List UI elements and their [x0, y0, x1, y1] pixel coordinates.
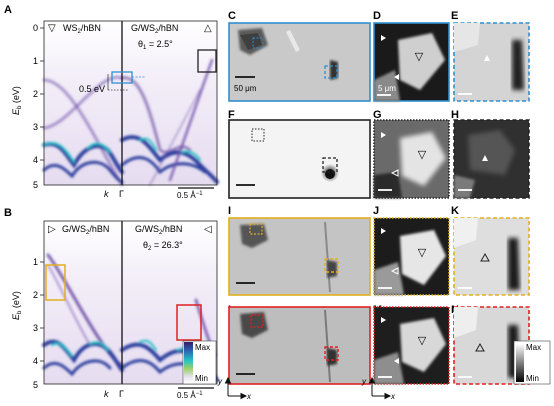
svg-text:4: 4	[33, 155, 38, 165]
svg-text:0: 0	[33, 23, 38, 33]
svg-text:3: 3	[33, 323, 38, 333]
title-left-a: WS2/hBN	[63, 23, 101, 35]
svg-text:y: y	[361, 377, 367, 386]
panel-letter-k: K	[451, 205, 459, 217]
symbol-left-b: ◁	[204, 224, 212, 235]
panel-d: D ▽ 5 μm	[373, 10, 450, 102]
svg-text:y: y	[217, 377, 223, 386]
panel-g: G ▽	[373, 109, 450, 199]
xy-axes-indicator-left	[224, 376, 248, 400]
colorbar-min-b: Min	[195, 374, 208, 383]
band-structure-a	[42, 58, 219, 187]
x-axis-label-b: k	[104, 389, 109, 399]
highlight-box-black	[197, 49, 217, 73]
panel-k: K	[451, 205, 530, 296]
svg-text:1: 1	[33, 257, 38, 267]
image-f	[228, 119, 371, 199]
svg-text:2: 2	[33, 89, 38, 99]
scale-label-c: 50 μm	[234, 84, 257, 93]
svg-text:5: 5	[33, 180, 38, 190]
colorbar-n	[516, 344, 524, 382]
theta-label-b: θ2 = 26.3°	[143, 240, 183, 252]
colorbar-min-n: Min	[526, 374, 539, 383]
panel-h: H	[451, 109, 530, 199]
title-left-b: G/WS2/hBN	[62, 224, 109, 236]
title-right-a: G/WS2/hBN	[131, 23, 178, 35]
gamma-label-a: Γ	[119, 189, 124, 199]
energy-annotation-a: 0.5 eV	[79, 84, 105, 94]
panel-letter-j: J	[373, 205, 379, 217]
y-ticks-b: 1 2 3 4 5	[33, 257, 38, 390]
panel-letter-c: C	[228, 10, 236, 22]
panel-e: E	[451, 10, 530, 102]
svg-text:1: 1	[33, 56, 38, 66]
gamma-label-b: Γ	[119, 389, 124, 399]
svg-text:▽: ▽	[418, 149, 427, 161]
panel-letter-f: F	[228, 109, 235, 121]
highlight-box-yellow	[45, 264, 66, 301]
panel-c: C 50 μm	[228, 10, 371, 102]
panel-a: A ▽ WS2/hBN G/WS2/hBN △	[4, 4, 219, 200]
symbol-up-a: △	[204, 23, 212, 34]
panel-letter-g: G	[373, 109, 382, 121]
panel-letter-d: D	[373, 10, 381, 22]
panel-letter-i: I	[228, 205, 231, 217]
panel-l: L	[228, 304, 371, 385]
scale-label-d: 5 μm	[378, 84, 396, 93]
axes-frame-b	[43, 220, 218, 385]
theta-label-a: θ1 = 2.5°	[138, 39, 173, 51]
colorbar-b	[184, 342, 193, 383]
svg-text:▽: ▽	[418, 335, 427, 347]
panel-letter-b: B	[4, 207, 12, 219]
x-axis-label-a: k	[104, 189, 109, 199]
title-right-b: G/WS2/hBN	[135, 224, 182, 236]
panel-i: I	[228, 205, 371, 296]
k-scale-label-b: 0.5 Å−1	[177, 391, 203, 400]
panel-letter-e: E	[451, 10, 458, 22]
panel-letter-h: H	[451, 109, 459, 121]
panel-m: M ▽	[373, 304, 450, 385]
svg-text:x: x	[246, 392, 252, 401]
svg-text:▽: ▽	[418, 247, 427, 259]
panel-n: N Max Min	[451, 304, 551, 385]
y-ticks-a: 0 1 2 3 4 5	[33, 23, 38, 190]
axes-frame-a	[43, 20, 218, 186]
panel-f: F	[228, 109, 371, 199]
panel-letter-a: A	[4, 4, 12, 16]
y-axis-label-b: Eb (eV)	[11, 291, 23, 320]
svg-text:2: 2	[33, 290, 38, 300]
xy-axes-indicator-right	[368, 376, 392, 400]
svg-text:3: 3	[33, 122, 38, 132]
panel-b: B Max Min ▷ G/WS2/hBN G/WS2/hBN ◁ θ2 = 2	[4, 207, 219, 400]
svg-text:x: x	[390, 392, 396, 401]
highlight-box-red	[176, 304, 202, 341]
k-scale-label-a: 0.5 Å−1	[177, 191, 203, 200]
y-axis-label-a: Eb (eV)	[11, 86, 23, 115]
highlight-box-blue	[111, 71, 133, 84]
colorbar-max-b: Max	[195, 343, 210, 352]
panel-j: J ▽	[373, 205, 450, 296]
symbol-down-a: ▽	[48, 23, 56, 34]
svg-text:4: 4	[33, 356, 38, 366]
symbol-right-b: ▷	[48, 224, 56, 235]
colorbar-max-n: Max	[526, 343, 541, 352]
svg-text:5: 5	[33, 380, 38, 390]
svg-text:▽: ▽	[415, 51, 424, 63]
